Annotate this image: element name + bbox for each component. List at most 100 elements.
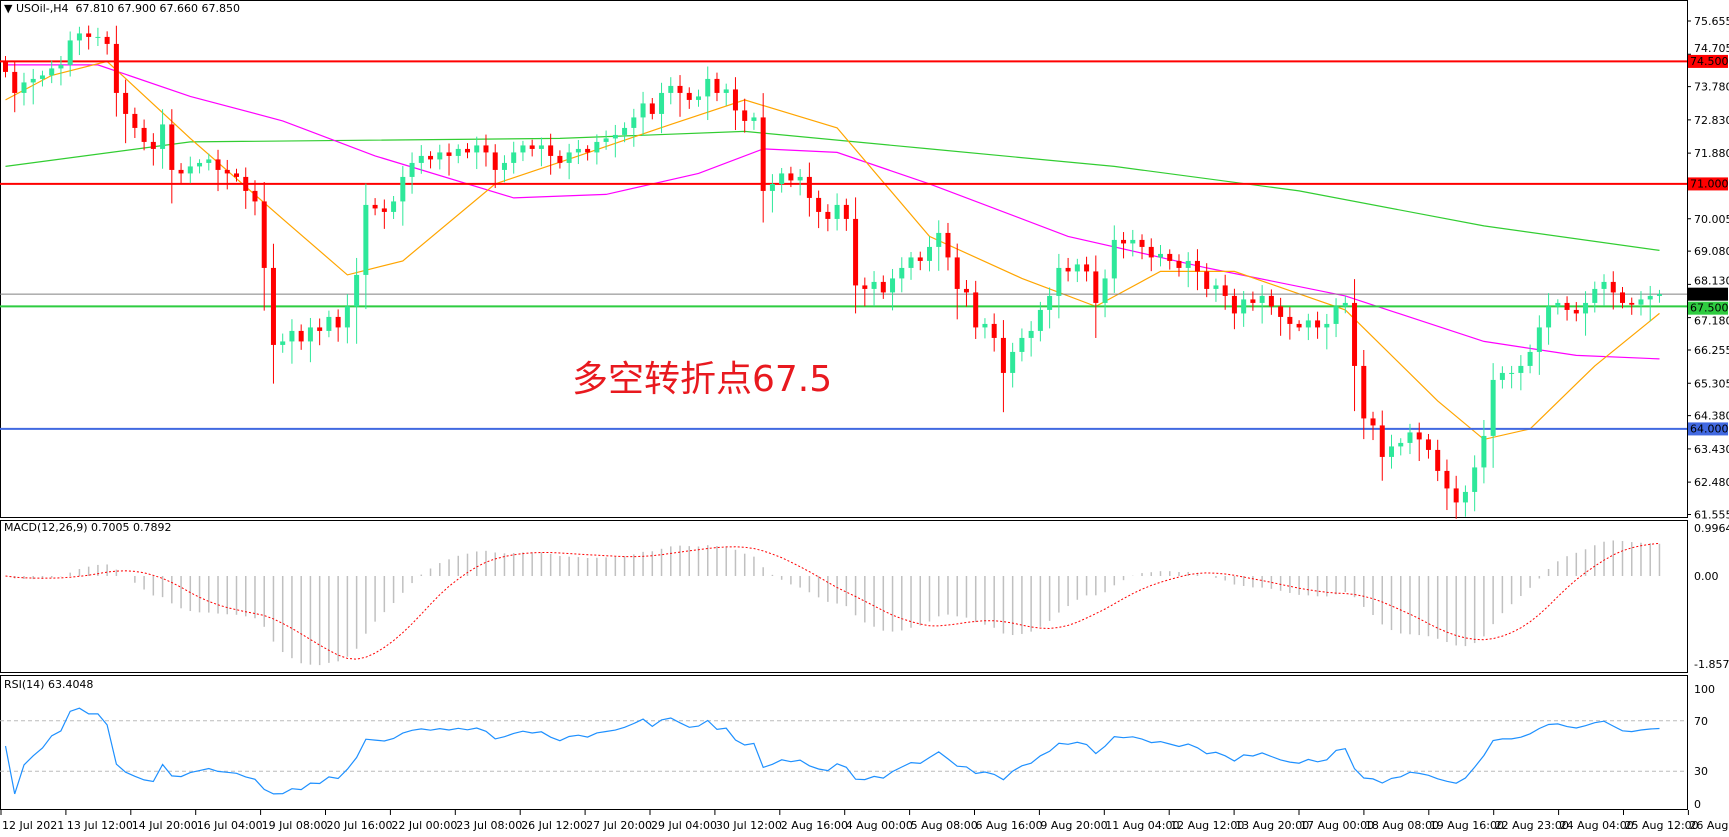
candle-body <box>908 257 914 268</box>
rsi-axis-label: 100 <box>1694 683 1715 696</box>
candle-body <box>252 190 258 202</box>
candle-body <box>206 159 212 163</box>
time-label: 19 Jul 08:00 <box>262 819 328 832</box>
price-tick-label: 63.430 <box>1694 443 1729 456</box>
rsi-axis-label: 30 <box>1694 765 1708 778</box>
time-label: 18 Aug 08:00 <box>1365 819 1439 832</box>
time-label: 13 Jul 12:00 <box>67 819 133 832</box>
candle-body <box>742 110 748 121</box>
candle-body <box>1074 264 1080 272</box>
candle-body <box>631 117 637 128</box>
level-tag-label: 64.000 <box>1690 422 1729 435</box>
candle-body <box>696 96 701 100</box>
candle-body <box>30 78 36 83</box>
candle-body <box>1416 432 1422 440</box>
candle-body <box>1250 299 1256 303</box>
candle-body <box>622 127 628 135</box>
candle-body <box>1453 488 1459 503</box>
time-label: 27 Jul 20:00 <box>586 819 652 832</box>
price-tick-label: 65.305 <box>1694 377 1729 390</box>
candle-body <box>732 89 738 111</box>
time-label: 29 Jul 04:00 <box>651 819 717 832</box>
candle-body <box>501 162 507 170</box>
candle-body <box>409 162 415 177</box>
candle-body <box>548 145 554 156</box>
candle-body <box>862 285 868 289</box>
time-label: 13 Aug 20:00 <box>1235 819 1309 832</box>
candle-body <box>927 246 932 261</box>
candle-body <box>1019 337 1025 352</box>
time-label: 19 Aug 16:00 <box>1430 819 1504 832</box>
candle-body <box>1102 278 1108 303</box>
candle-body <box>612 134 618 139</box>
level-tag-label: 67.500 <box>1690 302 1729 315</box>
candle-body <box>834 204 840 219</box>
ma-fast-line <box>5 60 1660 441</box>
symbol-label: USOil-,H4 <box>15 2 69 15</box>
candle-body <box>1620 292 1625 303</box>
candle-body <box>1499 372 1505 380</box>
rsi-panel <box>0 675 1688 810</box>
candle-body <box>150 141 156 149</box>
main-panel <box>0 0 1688 518</box>
time-label: 17 Aug 00:00 <box>1300 819 1374 832</box>
candle-body <box>1398 442 1404 447</box>
candle-body <box>649 103 655 114</box>
candle-body <box>538 145 544 149</box>
candle-body <box>816 197 822 212</box>
candle-body <box>428 155 434 160</box>
candle-body <box>335 316 341 328</box>
candle-body <box>1647 295 1653 300</box>
time-label: 26 Aug 20:00 <box>1689 819 1729 832</box>
candle-body <box>160 124 166 149</box>
candle-body <box>1592 288 1598 303</box>
candle-body <box>640 103 646 118</box>
time-label: 23 Jul 08:00 <box>456 819 522 832</box>
candle-body <box>594 141 600 153</box>
candle-body <box>991 323 997 338</box>
candle-body <box>1084 264 1090 272</box>
candle-body <box>1407 432 1413 443</box>
candle-body <box>1546 306 1552 328</box>
candle-body <box>132 113 138 128</box>
time-label: 14 Jul 20:00 <box>132 819 198 832</box>
candle-body <box>566 152 572 163</box>
candle-body <box>1259 295 1265 303</box>
candle-body <box>1324 323 1330 328</box>
price-tick-label: 72.830 <box>1694 114 1729 127</box>
candle-body <box>890 278 896 293</box>
candle-body <box>1518 365 1524 373</box>
candle-body <box>575 148 581 153</box>
candle-body <box>1047 295 1053 310</box>
candle-body <box>1379 425 1385 457</box>
time-label: 12 Jul 2021 <box>2 819 64 832</box>
symbol-header: ▼ USOil-,H4 67.810 67.900 67.660 67.850 <box>4 2 240 15</box>
candle-body <box>1601 281 1607 289</box>
collapse-triangle-icon[interactable]: ▼ <box>4 2 13 15</box>
candle-body <box>917 257 923 261</box>
rsi-line <box>4 707 1660 795</box>
candle-body <box>95 36 101 38</box>
candle-body <box>418 155 424 163</box>
candle-body <box>446 152 452 156</box>
candle-body <box>1111 239 1117 279</box>
candle-body <box>67 40 73 65</box>
candle-body <box>39 75 45 79</box>
level-tag <box>1688 177 1728 191</box>
time-label: 16 Jul 04:00 <box>197 819 263 832</box>
candle-body <box>982 323 988 328</box>
candle-body <box>1444 470 1450 489</box>
candle-body <box>363 204 369 275</box>
candle-body <box>1629 302 1635 305</box>
time-label: 2 Aug 16:00 <box>781 819 848 832</box>
candle-body <box>529 145 535 149</box>
candle-body <box>474 145 480 153</box>
time-label: 4 Aug 00:00 <box>846 819 913 832</box>
candle-body <box>1425 439 1431 450</box>
time-label: 20 Jul 16:00 <box>327 819 393 832</box>
candle-body <box>1185 260 1191 268</box>
price-tick-label: 74.705 <box>1694 42 1729 55</box>
candle-body <box>788 173 794 181</box>
